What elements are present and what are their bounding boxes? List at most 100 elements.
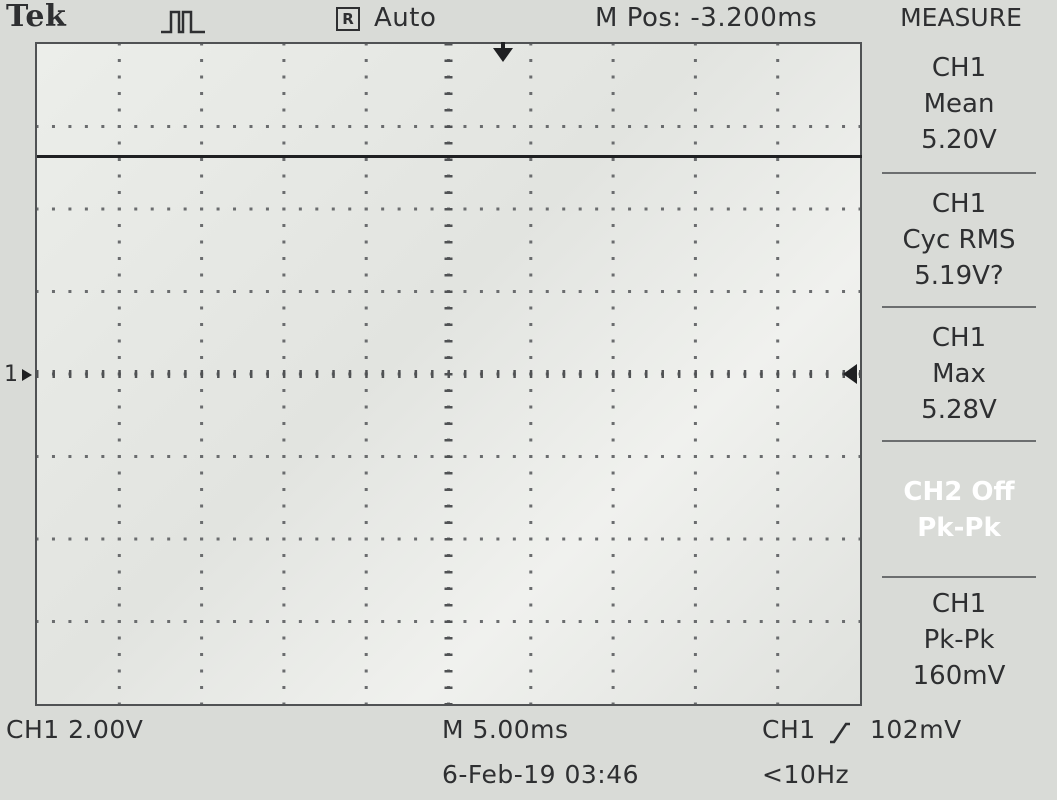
grid-dot — [496, 537, 500, 541]
grid-dot — [233, 455, 237, 458]
measure-type: Mean — [923, 89, 995, 119]
grid-dot — [693, 702, 697, 704]
grid-dot — [282, 702, 286, 704]
grid-dot — [117, 240, 121, 244]
grid-dot — [693, 92, 697, 95]
center-axis-tick — [167, 370, 171, 378]
grid-dot — [693, 224, 697, 227]
center-axis-tick — [184, 370, 187, 378]
grid-dot — [364, 339, 368, 343]
grid-dot — [249, 620, 253, 623]
grid-dot — [842, 125, 846, 128]
grid-dot — [117, 108, 121, 112]
grid-dot — [183, 537, 187, 541]
grid-dot — [200, 603, 204, 607]
grid-dot — [759, 125, 763, 128]
grid-dot — [298, 537, 302, 541]
grid-dot — [842, 207, 846, 211]
grid-dot — [512, 537, 516, 541]
measure-box-cyc-rms[interactable]: CH1 Cyc RMS 5.19V? — [882, 172, 1036, 304]
grid-dot — [200, 521, 204, 524]
grid-dot — [282, 339, 286, 343]
grid-dot — [611, 75, 615, 79]
grid-dot — [134, 537, 138, 541]
grid-dot — [183, 455, 187, 458]
grid-dot — [611, 240, 615, 244]
grid-dot — [726, 207, 730, 211]
center-axis-tick — [52, 370, 55, 378]
center-axis-tick — [546, 370, 549, 378]
grid-dot — [809, 455, 813, 458]
grid-dot — [628, 290, 632, 293]
grid-dot — [134, 125, 138, 128]
grid-dot — [117, 224, 121, 227]
grid-dot — [743, 125, 747, 128]
grid-dot — [200, 669, 204, 673]
grid-dot — [710, 455, 714, 458]
center-axis-tick — [562, 370, 566, 378]
grid-dot — [364, 59, 368, 62]
grid-dot — [693, 306, 697, 310]
grid-dot — [364, 669, 368, 673]
grid-dot — [414, 207, 418, 211]
grid-dot — [479, 207, 483, 211]
grid-dot — [858, 537, 860, 541]
grid-dot — [282, 141, 286, 145]
center-axis-tick — [677, 370, 681, 378]
measure-box-ch2-off[interactable]: CH2 Off Pk-Pk — [882, 440, 1036, 574]
center-axis-tick — [444, 637, 453, 640]
grid-dot — [611, 488, 615, 491]
grid-dot — [776, 108, 780, 112]
grid-dot — [776, 191, 780, 194]
grid-dot — [117, 455, 121, 458]
grid-dot — [611, 174, 615, 178]
center-axis-tick — [793, 370, 796, 378]
grid-dot — [759, 620, 763, 623]
center-axis-tick — [727, 370, 730, 378]
center-axis-tick — [444, 224, 453, 227]
center-axis-tick — [743, 370, 747, 378]
center-axis-tick — [444, 653, 453, 656]
measure-box-pk-pk[interactable]: CH1 Pk-Pk 160mV — [882, 576, 1036, 706]
grid-dot — [595, 455, 599, 458]
measure-source: CH1 — [931, 189, 987, 219]
grid-dot — [496, 620, 500, 623]
grid-dot — [545, 620, 549, 623]
measure-box-mean[interactable]: CH1 Mean 5.20V — [882, 36, 1036, 168]
grid-dot — [282, 207, 286, 211]
measure-type: Max — [932, 359, 986, 389]
grid-dot — [331, 537, 335, 541]
grid-dot — [397, 207, 401, 211]
grid-dot — [611, 389, 615, 392]
grid-dot — [364, 405, 368, 409]
center-axis-tick — [444, 356, 453, 359]
grid-dot — [611, 257, 615, 260]
grid-dot — [51, 620, 55, 623]
grid-dot — [348, 125, 352, 128]
grid-dot — [529, 455, 533, 458]
grid-dot — [430, 207, 434, 211]
grid-dot — [315, 290, 319, 293]
grid-dot — [693, 75, 697, 79]
center-axis-tick — [444, 422, 453, 425]
grid-dot — [117, 207, 121, 211]
grid-dot — [101, 290, 105, 293]
grid-dot — [183, 290, 187, 293]
grid-dot — [200, 686, 204, 689]
grid-dot — [101, 125, 105, 128]
grid-dot — [743, 537, 747, 541]
center-axis-tick — [217, 370, 220, 378]
grid-dot — [693, 554, 697, 557]
grid-dot — [84, 620, 88, 623]
grid-dot — [282, 75, 286, 79]
grid-dot — [611, 570, 615, 574]
measure-box-max[interactable]: CH1 Max 5.28V — [882, 306, 1036, 438]
timebase-readout: M 5.00ms — [442, 715, 569, 744]
grid-dot — [200, 570, 204, 574]
grid-dot — [134, 455, 138, 458]
grid-dot — [529, 240, 533, 244]
grid-dot — [200, 108, 204, 112]
grid-dot — [776, 422, 780, 425]
center-axis-tick — [266, 370, 269, 378]
grid-dot — [84, 455, 88, 458]
